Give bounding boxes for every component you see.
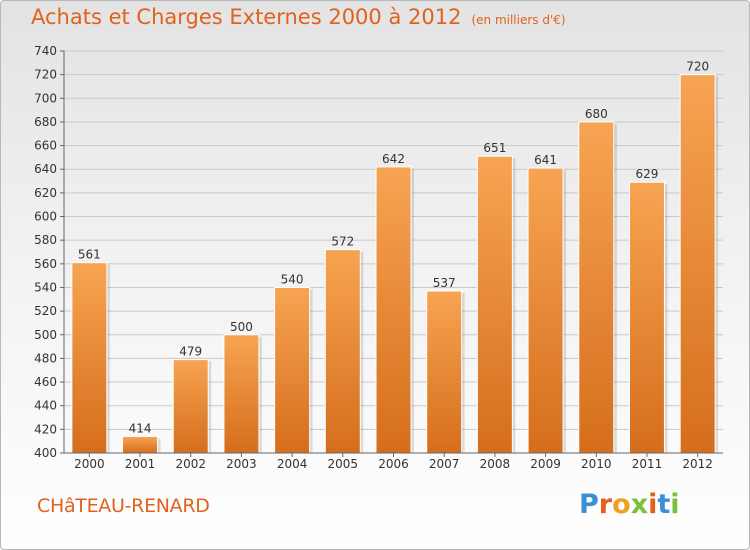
bar-2004 — [274, 286, 311, 454]
logo-letter: P — [579, 489, 599, 520]
logo-letter: r — [598, 489, 613, 520]
x-tick-label-2010: 2010 — [581, 457, 612, 471]
y-tick-label: 460 — [34, 375, 57, 389]
x-tick-label-2009: 2009 — [530, 457, 561, 471]
data-label-2006: 642 — [382, 152, 405, 166]
logo-letter: i — [648, 489, 658, 520]
bar-2006 — [375, 166, 412, 454]
data-label-2010: 680 — [585, 107, 608, 121]
x-tick-label-2012: 2012 — [682, 457, 713, 471]
y-tick-label: 720 — [34, 68, 57, 82]
bar-2012 — [679, 74, 716, 454]
y-tick-label: 740 — [34, 44, 57, 58]
logo-letter: i — [670, 489, 680, 520]
proxiti-logo: Proxiti — [579, 489, 680, 520]
data-label-2004: 540 — [281, 272, 304, 286]
x-tick-label-2006: 2006 — [378, 457, 409, 471]
chart-subtitle: (en milliers d'€) — [471, 13, 566, 27]
logo-letter: o — [612, 489, 631, 520]
x-tick-label-2000: 2000 — [74, 457, 105, 471]
x-tick-label-2004: 2004 — [277, 457, 308, 471]
y-tick-label: 540 — [34, 280, 57, 294]
data-label-2011: 629 — [636, 167, 659, 181]
y-tick-label: 580 — [34, 233, 57, 247]
bar-2001 — [122, 435, 159, 454]
data-label-2002: 479 — [179, 345, 202, 359]
x-tick-label-2001: 2001 — [125, 457, 156, 471]
y-tick-label: 620 — [34, 186, 57, 200]
y-tick-label: 660 — [34, 139, 57, 153]
x-tick-label-2011: 2011 — [632, 457, 663, 471]
y-tick-label: 680 — [34, 115, 57, 129]
data-label-2005: 572 — [331, 235, 354, 249]
bar-2008 — [476, 155, 513, 454]
data-label-2008: 651 — [483, 141, 506, 155]
bar-2011 — [628, 181, 665, 454]
y-tick-label: 560 — [34, 257, 57, 271]
y-tick-label: 400 — [34, 446, 57, 460]
bar-2003 — [223, 334, 260, 454]
data-label-2009: 641 — [534, 153, 557, 167]
y-tick-label: 480 — [34, 351, 57, 365]
data-label-2012: 720 — [686, 60, 709, 74]
x-tick-label-2007: 2007 — [429, 457, 460, 471]
y-tick-label: 600 — [34, 210, 57, 224]
y-tick-label: 520 — [34, 304, 57, 318]
x-tick-label-2008: 2008 — [480, 457, 511, 471]
logo-letter: t — [657, 489, 671, 520]
logo-letter: x — [630, 489, 649, 520]
y-tick-label: 700 — [34, 91, 57, 105]
data-label-2000: 561 — [78, 248, 101, 262]
x-tick-label-2005: 2005 — [328, 457, 359, 471]
y-tick-label: 640 — [34, 162, 57, 176]
city-name: CHâTEAU-RENARD — [37, 495, 210, 517]
chart-title: Achats et Charges Externes 2000 à 2012 — [31, 5, 462, 29]
title-line: Achats et Charges Externes 2000 à 2012 (e… — [31, 5, 566, 29]
bar-2010 — [578, 121, 615, 454]
bar-2005 — [324, 249, 361, 454]
data-label-2001: 414 — [129, 421, 152, 435]
y-tick-label: 420 — [34, 422, 57, 436]
x-tick-label-2003: 2003 — [226, 457, 257, 471]
y-tick-label: 500 — [34, 328, 57, 342]
bar-2007 — [426, 290, 463, 454]
x-tick-label-2002: 2002 — [175, 457, 206, 471]
data-label-2007: 537 — [433, 276, 456, 290]
data-label-2003: 500 — [230, 320, 253, 334]
y-tick-label: 440 — [34, 399, 57, 413]
bar-2009 — [527, 167, 564, 454]
bar-2002 — [172, 359, 209, 454]
bar-2000 — [71, 262, 108, 454]
